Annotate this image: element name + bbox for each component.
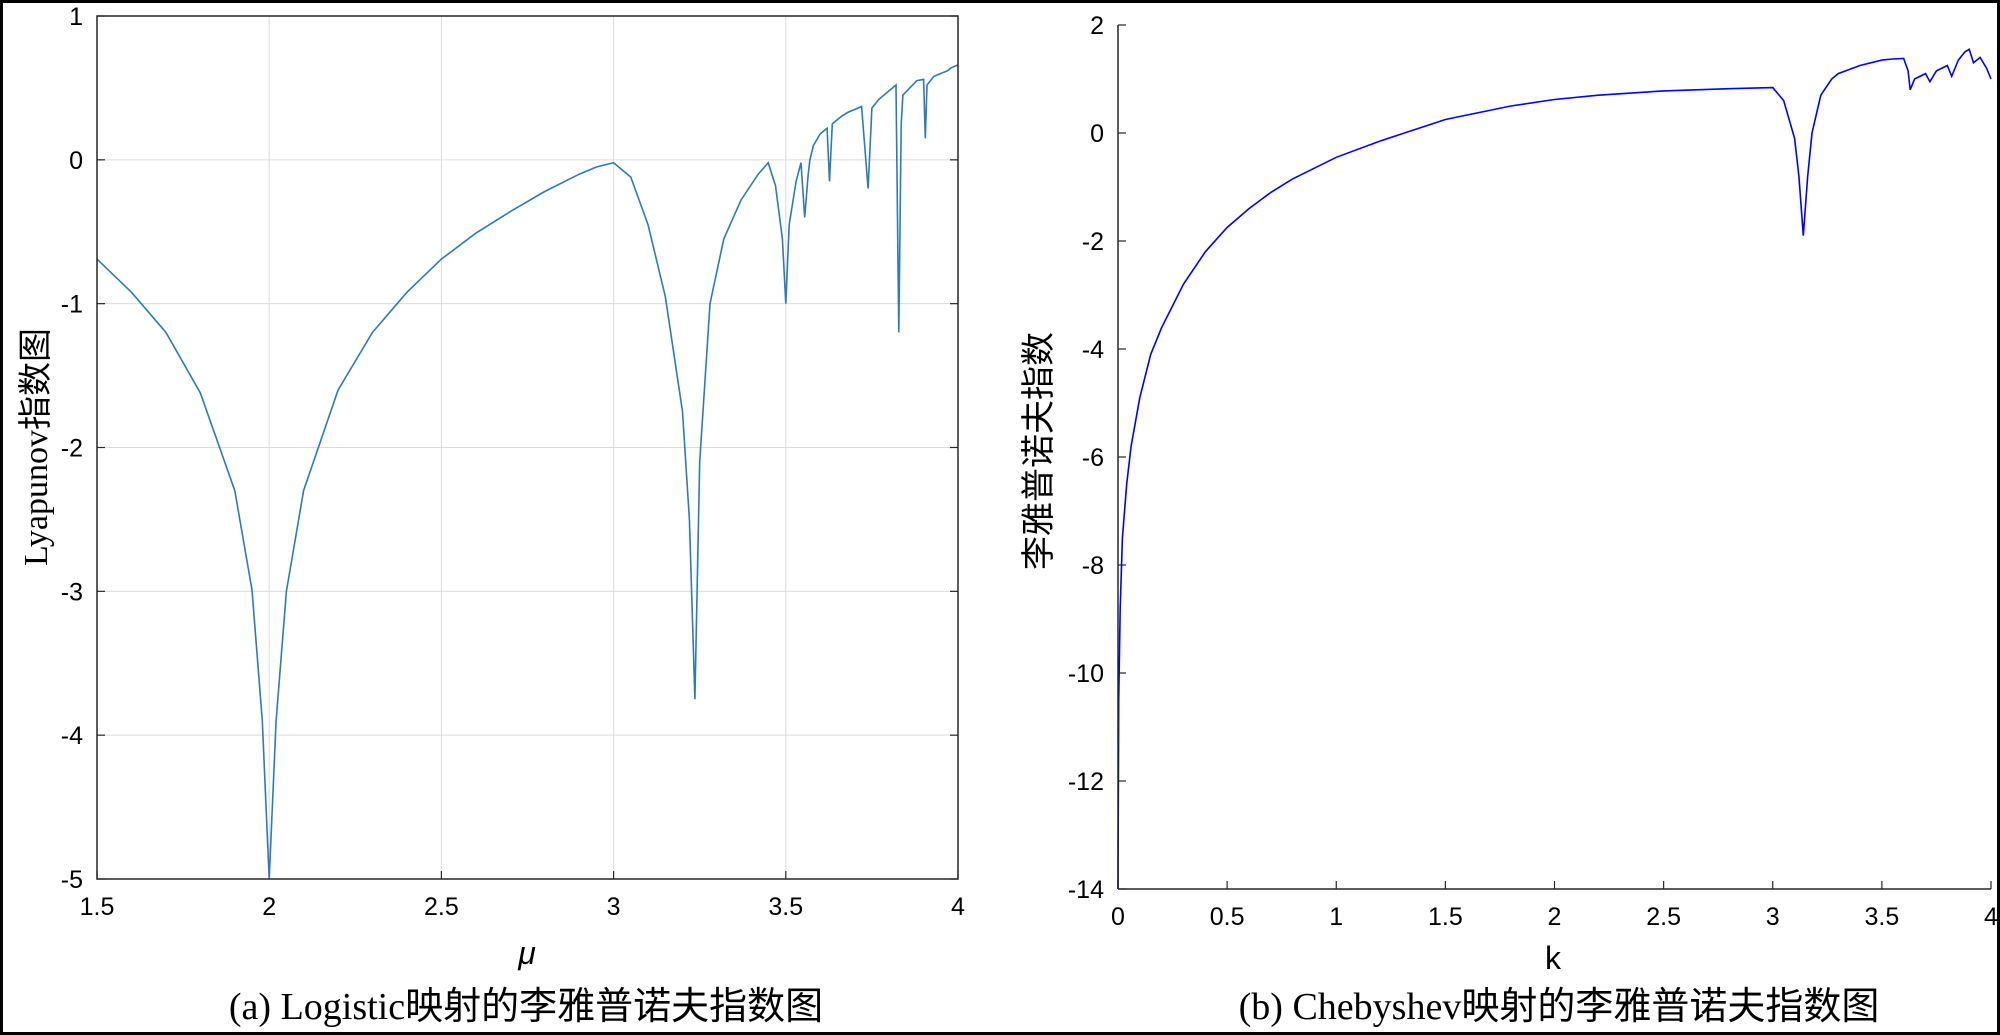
x-tick-label: 2.5: [424, 893, 459, 921]
caption-a: (a) Logistic映射的李雅普诺夫指数图: [229, 986, 823, 1028]
y-axis-label-b: 李雅普诺夫指数: [1020, 332, 1058, 570]
x-tick-label: 3.5: [768, 893, 803, 921]
x-tick-label: 1: [1329, 903, 1343, 931]
plot-b-background: [1118, 25, 1991, 889]
y-tick-label: -10: [1068, 660, 1104, 688]
x-tick-label: 3: [607, 893, 621, 921]
caption-b: (b) Chebyshev映射的李雅普诺夫指数图: [1239, 986, 1880, 1028]
figure: 1.5 2 2.5 3 3.5 4 -5 -4 -3 -2 -1 0 1 μ Lyapunov指数图 …: [3, 3, 1997, 1032]
x-ticks-a: 1.5 2 2.5 3 3.5 4: [80, 871, 965, 921]
x-tick-label: 0: [1111, 903, 1125, 931]
y-tick-label: -8: [1082, 552, 1104, 580]
x-tick-label: 2: [1548, 903, 1562, 931]
y-tick-label: 0: [69, 147, 83, 175]
x-axis-label-b: k: [1545, 940, 1562, 976]
y-tick-label: -2: [61, 435, 83, 463]
x-tick-label: 3: [1766, 903, 1780, 931]
y-tick-label: -5: [61, 866, 83, 894]
x-tick-label: 2: [262, 893, 276, 921]
y-tick-label: 2: [1090, 12, 1104, 40]
y-tick-label: -3: [61, 578, 83, 606]
panel-b: 0 0.5 1 1.5 2 2.5 3 3.5 4 -14-12-10-8-6-4-202 k …: [1020, 12, 1997, 1028]
plot-a-frame: [96, 15, 959, 880]
series-line-b: [1117, 48, 1992, 890]
y-tick-label: -14: [1068, 876, 1104, 904]
x-tick-label: 0.5: [1210, 903, 1245, 931]
y-ticks-b: -14 -12 -10 -8 -6 -4 -2 0 2: [1068, 12, 1126, 904]
y-ticks-a: -5 -4 -3 -2 -1 0 1: [61, 3, 958, 894]
y-axis-label-a: Lyapunov指数图: [17, 328, 55, 566]
x-ticks-b: 0 0.5 1 1.5 2 2.5 3 3.5 4: [1111, 881, 1997, 931]
y-tick-label: -4: [61, 722, 83, 750]
x-axis-label-a: μ: [517, 935, 536, 971]
y-tick-label: 1: [69, 3, 83, 31]
x-tick-label: 4: [951, 893, 965, 921]
grid-a: [96, 15, 959, 880]
x-tick-label: 1.5: [1428, 903, 1463, 931]
series-line-a: [96, 64, 959, 880]
y-tick-label: -6: [1082, 444, 1104, 472]
figure-svg: 1.5 2 2.5 3 3.5 4 -5-4-3-2-101 μ Lyapunov指数图 …: [17, 3, 1997, 1028]
x-tick-label: 1.5: [80, 893, 115, 921]
x-tick-label: 3.5: [1864, 903, 1899, 931]
y-tick-label: -2: [1082, 228, 1104, 256]
y-tick-label: -12: [1068, 768, 1104, 796]
y-tick-label: -1: [61, 291, 83, 319]
x-tick-label: 2.5: [1646, 903, 1681, 931]
x-tick-label: 4: [1984, 903, 1997, 931]
panel-a: 1.5 2 2.5 3 3.5 4 -5-4-3-2-101 μ Lyapunov指数图 …: [17, 3, 965, 1028]
y-tick-label: 0: [1090, 120, 1104, 148]
y-tick-label: -4: [1082, 336, 1104, 364]
